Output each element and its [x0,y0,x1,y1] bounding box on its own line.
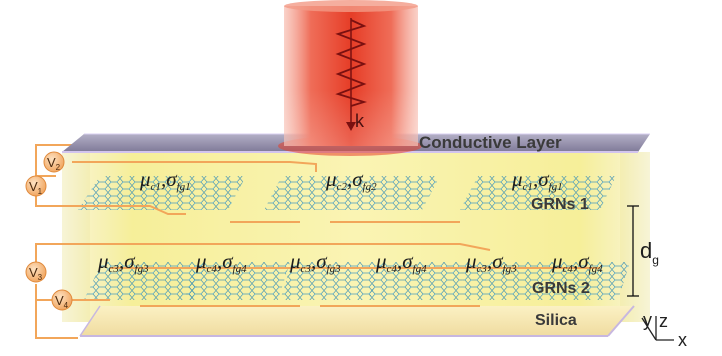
wavevector-label: k [355,111,365,131]
wave-arrow-head [346,122,356,131]
gap-label: dg [640,238,659,267]
param-label: μc4,σfg4 [375,249,427,275]
grns2-sheets [84,262,630,300]
gap-dimension: dg [627,205,659,297]
conductive-layer-label: Conductive Layer [419,133,562,152]
params-row2: μc3,σfg3 μc4,σfg4 μc3,σfg3 μc4,σfg4 μc3,… [97,249,603,275]
silica-top-face [80,306,634,336]
voltage-node-v2: V2 [43,151,65,173]
param-label: μc4,σfg4 [551,249,603,275]
silica-edge-left [79,305,101,337]
silica-label: Silica [535,312,577,329]
incident-beam: k [278,0,422,156]
axis-y-label: y [643,310,652,330]
wire-v4 [35,299,110,339]
graphene-sheet [280,262,382,300]
param-label: μc1,σfg1 [511,167,563,193]
graphene-sheet [460,176,616,210]
graphene-sheet [368,262,468,300]
voltage-node-v3: V3 [25,261,47,283]
axis-y-line [641,317,657,341]
param-label: μc2,σfg2 [325,167,377,193]
axis-z-label: z [659,311,668,331]
graphene-sheet [184,262,290,300]
param-label: μc3,σfg3 [97,249,149,275]
graphene-sheet [264,176,440,210]
wire-v1 [35,188,186,215]
silica-edge-right [607,305,635,337]
svg-text:V4: V4 [55,293,69,310]
param-label: μc1,σfg1 [139,167,191,193]
param-label: μc4,σfg4 [195,249,247,275]
grns2-label: GRNs 2 [532,280,590,297]
beam-top [284,0,418,12]
graphene-sheet [78,176,246,210]
graphene-sheet [84,262,206,300]
coordinate-axes: x y z [641,310,687,350]
axis-x-label: x [678,330,687,350]
svg-text:V2: V2 [47,155,61,172]
voltage-nodes: V2 V1 V3 V4 [25,151,73,311]
params-row1: μc1,σfg1 μc2,σfg2 μc1,σfg1 [139,167,563,193]
voltage-node-v1: V1 [25,175,47,197]
param-label: μc3,σfg3 [465,249,517,275]
voltage-node-v4: V4 [51,289,73,311]
graphene-sheet [540,262,630,300]
grns1-label: GRNs 1 [531,196,589,213]
wave-zigzag [335,19,368,107]
layer-labels: Conductive Layer GRNs 1 GRNs 2 Silica [419,133,590,329]
silica-layer [79,305,635,337]
svg-text:V1: V1 [29,179,43,196]
svg-text:V3: V3 [29,265,43,282]
param-label: μc3,σfg3 [289,249,341,275]
graphene-sheet [456,262,552,300]
grns1-sheets [78,176,616,210]
